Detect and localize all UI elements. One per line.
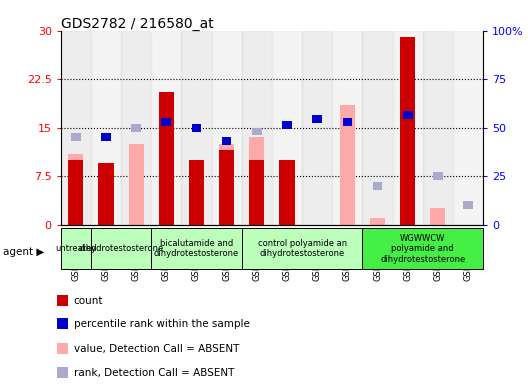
Bar: [58, 343, 68, 354]
Text: value, Detection Call = ABSENT: value, Detection Call = ABSENT: [74, 344, 239, 354]
Bar: [242, 31, 272, 225]
Text: GDS2782 / 216580_at: GDS2782 / 216580_at: [61, 17, 213, 31]
Bar: [58, 295, 68, 306]
Text: bicalutamide and
dihydrotestosterone: bicalutamide and dihydrotestosterone: [154, 239, 239, 258]
Bar: [192, 124, 201, 132]
Bar: [249, 137, 265, 225]
Bar: [252, 128, 262, 136]
Text: dihydrotestosterone: dihydrotestosterone: [79, 244, 164, 253]
Bar: [162, 118, 171, 126]
Bar: [61, 228, 91, 269]
Bar: [219, 150, 234, 225]
Bar: [340, 105, 355, 225]
Bar: [430, 209, 446, 225]
Text: control polyamide an
dihydrotestosterone: control polyamide an dihydrotestosterone: [258, 239, 347, 258]
Bar: [373, 182, 382, 190]
Bar: [370, 218, 385, 225]
Bar: [463, 201, 473, 209]
Bar: [219, 144, 234, 225]
Bar: [212, 31, 242, 225]
Text: percentile rank within the sample: percentile rank within the sample: [74, 319, 250, 329]
Bar: [249, 160, 265, 225]
Bar: [61, 31, 91, 225]
Bar: [242, 228, 362, 269]
Bar: [68, 154, 83, 225]
Bar: [403, 111, 412, 119]
Bar: [423, 31, 453, 225]
Text: WGWWCW
polyamide and
dihydrotestosterone: WGWWCW polyamide and dihydrotestosterone: [380, 234, 465, 263]
Bar: [279, 160, 295, 225]
Text: agent ▶: agent ▶: [3, 247, 44, 257]
Bar: [189, 160, 204, 225]
Bar: [91, 228, 151, 269]
Bar: [98, 163, 114, 225]
Text: untreated: untreated: [55, 244, 97, 253]
Bar: [182, 31, 212, 225]
Text: count: count: [74, 296, 103, 306]
Bar: [131, 124, 141, 132]
Bar: [313, 115, 322, 123]
Bar: [272, 31, 302, 225]
Bar: [453, 31, 483, 225]
Bar: [343, 118, 352, 126]
Bar: [58, 367, 68, 378]
Bar: [121, 31, 151, 225]
Bar: [282, 121, 292, 129]
Bar: [222, 137, 231, 145]
Bar: [151, 31, 182, 225]
Bar: [302, 31, 332, 225]
Bar: [362, 228, 483, 269]
Bar: [91, 31, 121, 225]
Bar: [58, 318, 68, 329]
Bar: [332, 31, 362, 225]
Bar: [393, 31, 423, 225]
Bar: [129, 144, 144, 225]
Bar: [362, 31, 393, 225]
Bar: [68, 160, 83, 225]
Bar: [151, 228, 242, 269]
Bar: [400, 37, 415, 225]
Text: rank, Detection Call = ABSENT: rank, Detection Call = ABSENT: [74, 368, 234, 378]
Bar: [101, 134, 111, 141]
Bar: [433, 172, 442, 180]
Bar: [71, 134, 81, 141]
Bar: [159, 92, 174, 225]
